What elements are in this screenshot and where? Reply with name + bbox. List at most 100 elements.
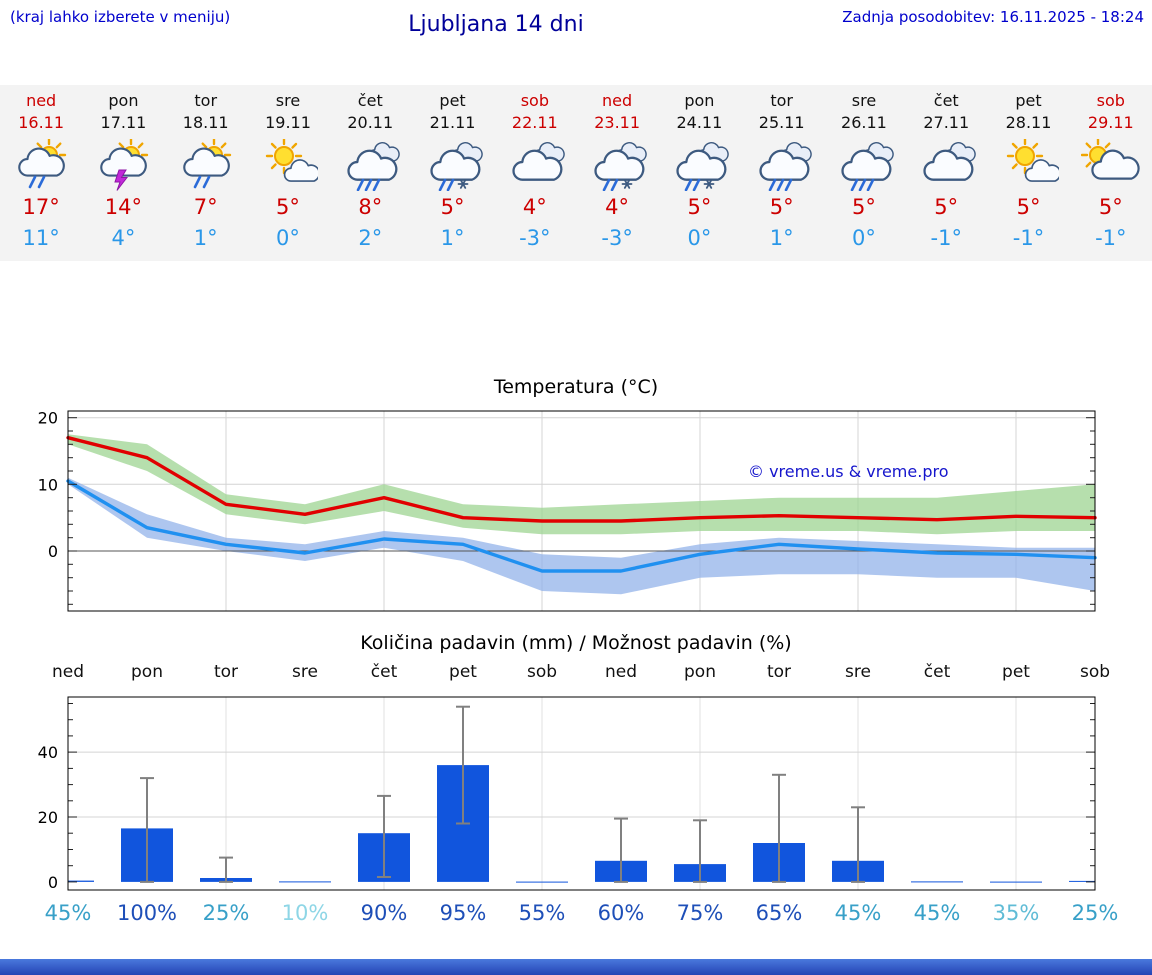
precip-day-label: sre bbox=[292, 662, 318, 682]
sun-cloud-icon bbox=[987, 136, 1069, 194]
day-column: pet 21.11 5° 1° bbox=[411, 91, 493, 251]
precip-probability: 65% bbox=[755, 901, 803, 925]
cloud-sleet-icon bbox=[411, 136, 493, 194]
precip-probability: 45% bbox=[44, 901, 92, 925]
day-name: tor bbox=[194, 91, 218, 110]
high-temp: 4° bbox=[605, 195, 630, 219]
forecast-strip: ned 16.11 17° 11° pon 17.11 14° 4° tor 1… bbox=[0, 85, 1152, 261]
svg-text:20: 20 bbox=[38, 409, 58, 428]
precip-day-label: čet bbox=[370, 662, 398, 682]
error-bar bbox=[140, 777, 154, 883]
cloud-sleet-icon bbox=[576, 136, 658, 194]
day-column: sob 29.11 5° -1° bbox=[1070, 91, 1152, 251]
day-name: sob bbox=[520, 91, 549, 110]
precip-bar bbox=[990, 881, 1042, 883]
watermark-link[interactable]: © vreme.us & vreme.pro bbox=[748, 462, 949, 481]
low-temp: 11° bbox=[22, 226, 60, 250]
day-name: čet bbox=[357, 91, 383, 110]
precip-probability: 90% bbox=[360, 901, 408, 925]
sun-cloud-icon bbox=[247, 136, 329, 194]
page-title: Ljubljana 14 dni bbox=[408, 12, 584, 37]
low-temp: -1° bbox=[930, 226, 962, 250]
high-temp: 14° bbox=[104, 195, 143, 219]
precip-day-label: ned bbox=[51, 662, 85, 682]
day-date: 17.11 bbox=[100, 113, 147, 132]
low-temp: -3° bbox=[519, 226, 551, 250]
min-temp-line bbox=[66, 479, 1097, 573]
precip-day-label: sob bbox=[526, 662, 558, 682]
day-column: čet 27.11 5° -1° bbox=[905, 91, 987, 251]
svg-text:0: 0 bbox=[48, 542, 58, 561]
day-column: tor 25.11 5° 1° bbox=[741, 91, 823, 251]
precip-day-labels: ned pon tor sre čet pet sob ned pon tor sre čet pet s… bbox=[0, 662, 1152, 692]
location-hint: (kraj lahko izberete v meniju) bbox=[10, 8, 231, 26]
clouds-icon bbox=[905, 136, 987, 194]
low-temp: 0° bbox=[276, 226, 300, 250]
sun-cloud-rain-icon bbox=[0, 136, 82, 194]
high-temp: 7° bbox=[193, 195, 218, 219]
precip-day-label: pet bbox=[1002, 662, 1030, 682]
error-bar bbox=[377, 794, 391, 878]
sun-cloud-rain-icon bbox=[165, 136, 247, 194]
precip-probability: 95% bbox=[439, 901, 487, 925]
high-temp: 4° bbox=[522, 195, 547, 219]
svg-text:0: 0 bbox=[48, 873, 58, 892]
low-temp: -1° bbox=[1095, 226, 1127, 250]
day-date: 18.11 bbox=[182, 113, 229, 132]
cloud-rain-icon bbox=[741, 136, 823, 194]
precip-day-label: pon bbox=[131, 662, 163, 682]
sun-cloud-storm-icon bbox=[82, 136, 164, 194]
day-column: sre 19.11 5° 0° bbox=[247, 91, 329, 251]
error-bar bbox=[693, 819, 707, 883]
day-date: 16.11 bbox=[18, 113, 65, 132]
high-temp: 5° bbox=[687, 195, 712, 219]
day-column: pon 17.11 14° 4° bbox=[82, 91, 164, 251]
precip-day-label: tor bbox=[213, 662, 239, 682]
precip-bar bbox=[516, 881, 568, 883]
precipitation-section: Količina padavin (mm) / Možnost padavin … bbox=[0, 632, 1152, 937]
day-name: ned bbox=[26, 91, 57, 110]
clouds-icon bbox=[494, 136, 576, 194]
day-date: 25.11 bbox=[758, 113, 805, 132]
high-temp: 17° bbox=[22, 195, 60, 219]
precip-bar bbox=[911, 881, 963, 883]
day-date: 19.11 bbox=[265, 113, 311, 132]
svg-text:40: 40 bbox=[38, 743, 58, 762]
precip-probability: 25% bbox=[202, 901, 250, 925]
day-name: ned bbox=[602, 91, 633, 110]
high-temp: 5° bbox=[276, 195, 300, 219]
precip-day-label: sre bbox=[845, 662, 871, 682]
day-date: 22.11 bbox=[511, 113, 558, 132]
precip-probability: 45% bbox=[834, 901, 882, 925]
low-temp: -3° bbox=[601, 226, 633, 250]
low-temp: 0° bbox=[852, 226, 876, 250]
day-name: pet bbox=[1015, 91, 1042, 110]
day-column: čet 20.11 8° 2° bbox=[329, 91, 411, 251]
low-temp: 2° bbox=[358, 226, 383, 250]
precip-day-label: čet bbox=[923, 662, 951, 682]
error-bar bbox=[456, 705, 470, 825]
precipitation-chart-title: Količina padavin (mm) / Možnost padavin … bbox=[360, 632, 792, 654]
precip-probability: 45% bbox=[913, 901, 961, 925]
precip-probability: 35% bbox=[992, 901, 1040, 925]
temperature-chart-title: Temperatura (°C) bbox=[493, 376, 659, 398]
svg-text:20: 20 bbox=[38, 808, 58, 827]
low-temp: 0° bbox=[687, 226, 712, 250]
day-column: tor 18.11 7° 1° bbox=[165, 91, 247, 251]
precip-probability: 25% bbox=[1071, 901, 1119, 925]
day-date: 26.11 bbox=[841, 113, 887, 132]
header: (kraj lahko izberete v meniju) Ljubljana… bbox=[0, 0, 1152, 62]
precip-day-label: pet bbox=[449, 662, 477, 682]
error-bar bbox=[219, 856, 233, 883]
day-name: pon bbox=[108, 91, 139, 110]
precipitation-chart: 0 20 40 bbox=[0, 692, 1152, 897]
precip-probability: 100% bbox=[116, 901, 178, 925]
precip-probability: 60% bbox=[597, 901, 645, 925]
day-date: 23.11 bbox=[594, 113, 641, 132]
day-date: 21.11 bbox=[429, 113, 476, 132]
day-name: sob bbox=[1096, 91, 1125, 110]
precip-probabilities: 45% 100% 25% 10% 90% 95% 55% 60% 75% 65% 45% 45% 35%… bbox=[0, 901, 1152, 937]
svg-text:10: 10 bbox=[38, 475, 58, 494]
day-date: 20.11 bbox=[347, 113, 394, 132]
min-temp-band bbox=[68, 477, 1095, 595]
